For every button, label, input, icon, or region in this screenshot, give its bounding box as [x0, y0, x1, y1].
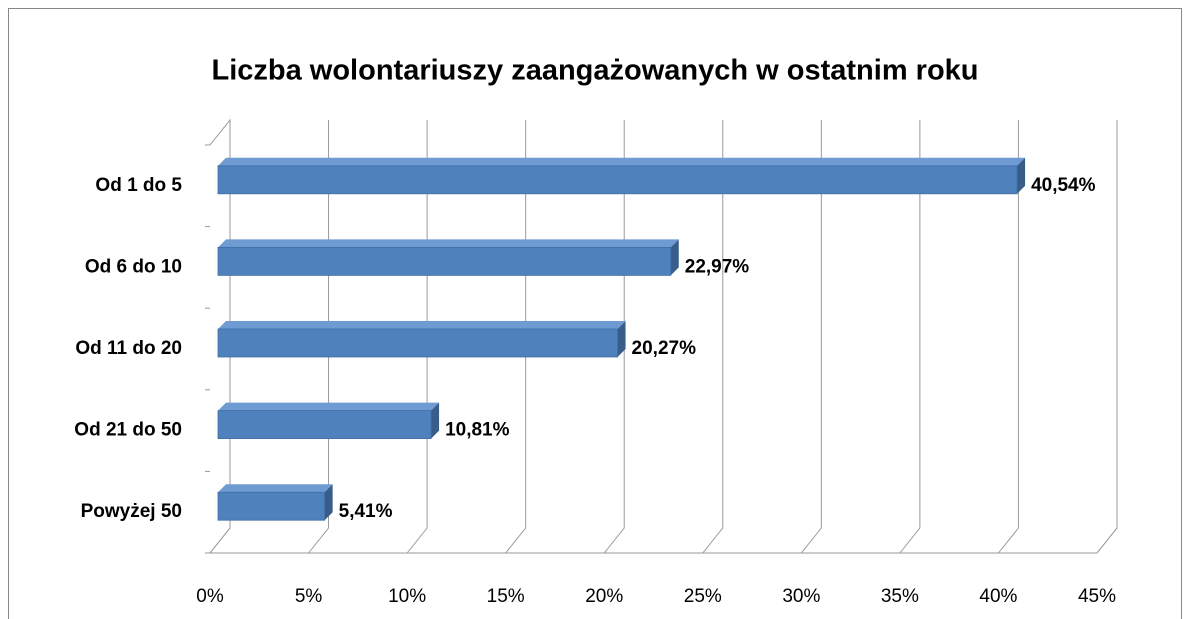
bar-top [218, 239, 679, 248]
x-tick-label: 40% [979, 586, 1017, 607]
grid-line [1096, 120, 1118, 554]
x-tick-label: 15% [487, 586, 525, 607]
data-label: 20,27% [632, 338, 697, 359]
grid-line [702, 120, 724, 554]
grid-line [998, 120, 1019, 554]
grid-line [800, 120, 822, 554]
bar-side [617, 321, 626, 357]
bar-side [324, 484, 333, 521]
y-tick-label: Od 6 do 10 [85, 256, 182, 277]
y-tick-label: Od 21 do 50 [74, 420, 182, 441]
data-label: 10,81% [445, 420, 510, 441]
bar-top [218, 157, 1026, 166]
bar-side [670, 239, 679, 276]
x-tick-label: 30% [782, 586, 820, 607]
bar [217, 491, 326, 521]
x-tick-label: 0% [196, 586, 224, 607]
bar [217, 328, 618, 358]
data-label: 40,54% [1031, 175, 1096, 196]
x-tick-label: 20% [585, 586, 623, 607]
bar-top [218, 484, 333, 493]
y-tick-label: Od 1 do 5 [95, 175, 182, 196]
x-tick-label: 5% [295, 586, 323, 607]
chart-title: Liczba wolontariuszy zaangażowanych w os… [211, 55, 978, 87]
y-tick-label: Od 11 do 20 [75, 338, 182, 359]
bar [217, 246, 672, 276]
x-tick-label: 25% [684, 586, 722, 607]
bar [217, 410, 432, 440]
x-tick-label: 45% [1078, 586, 1116, 607]
bar [217, 165, 1018, 195]
bar-top [218, 321, 626, 329]
data-label: 5,41% [339, 501, 393, 522]
grid-line [899, 120, 921, 554]
chart-frame [8, 8, 1182, 619]
x-tick-label: 35% [881, 586, 919, 607]
y-tick-label: Powyżej 50 [81, 501, 182, 522]
bar-side [1017, 157, 1026, 194]
data-label: 22,97% [685, 256, 750, 277]
bar-top [218, 402, 440, 411]
bar-side [431, 402, 440, 439]
x-tick-label: 10% [388, 586, 426, 607]
